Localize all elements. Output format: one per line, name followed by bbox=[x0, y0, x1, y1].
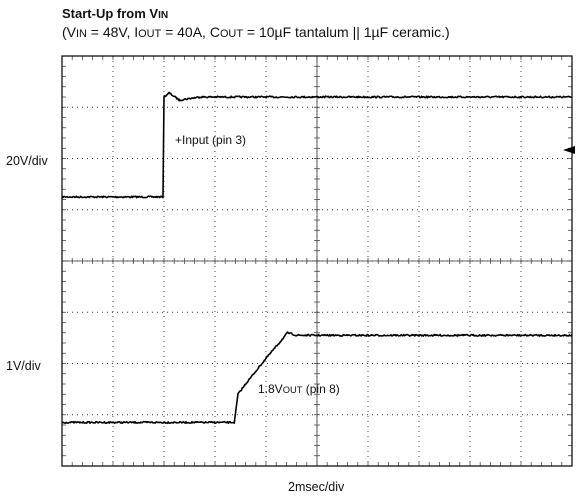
ch1-scale-label: 20V/div bbox=[6, 154, 48, 168]
ch2-scale-label: 1V/div bbox=[6, 359, 41, 373]
chart-title: Start-Up from VIN bbox=[62, 6, 169, 21]
grid bbox=[61, 55, 573, 467]
ch2-trace-label: 1.8VOUT (pin 8) bbox=[258, 382, 340, 396]
trace-input bbox=[61, 91, 573, 199]
ground-reference-arrow-icon bbox=[563, 146, 575, 154]
trace-vout bbox=[61, 331, 573, 425]
time-scale-label: 2msec/div bbox=[288, 480, 345, 494]
plot-frame bbox=[61, 55, 573, 467]
ch1-trace-label: +Input (pin 3) bbox=[175, 133, 247, 147]
traces bbox=[61, 91, 573, 425]
chart-subtitle: (VIN = 48V, IOUT = 40A, COUT = 10µF tant… bbox=[62, 24, 450, 40]
